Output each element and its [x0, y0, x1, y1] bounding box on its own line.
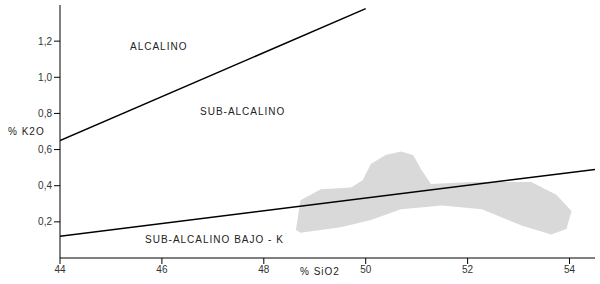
svg-text:46: 46 [156, 264, 168, 275]
svg-text:1,2: 1,2 [38, 36, 52, 47]
svg-text:52: 52 [462, 264, 474, 275]
svg-text:1,0: 1,0 [38, 72, 52, 83]
html-text:SUB-ALCALINO BAJO - K: SUB-ALCALINO BAJO - K [145, 234, 284, 245]
svg-text:0,8: 0,8 [38, 108, 52, 119]
svg-text:0,6: 0,6 [38, 144, 52, 155]
svg-text:50: 50 [360, 264, 372, 275]
html-text:ALCALINO: ALCALINO [130, 41, 188, 52]
html-text:% SiO2: % SiO2 [300, 266, 340, 277]
svg-text:48: 48 [258, 264, 270, 275]
svg-text:0,4: 0,4 [38, 180, 52, 191]
html-text:SUB-ALCALINO: SUB-ALCALINO [200, 106, 286, 117]
svg-text:44: 44 [54, 264, 66, 275]
svg-text:54: 54 [564, 264, 576, 275]
svg-text:0,2: 0,2 [38, 216, 52, 227]
html-text:% K2O: % K2O [8, 126, 45, 137]
